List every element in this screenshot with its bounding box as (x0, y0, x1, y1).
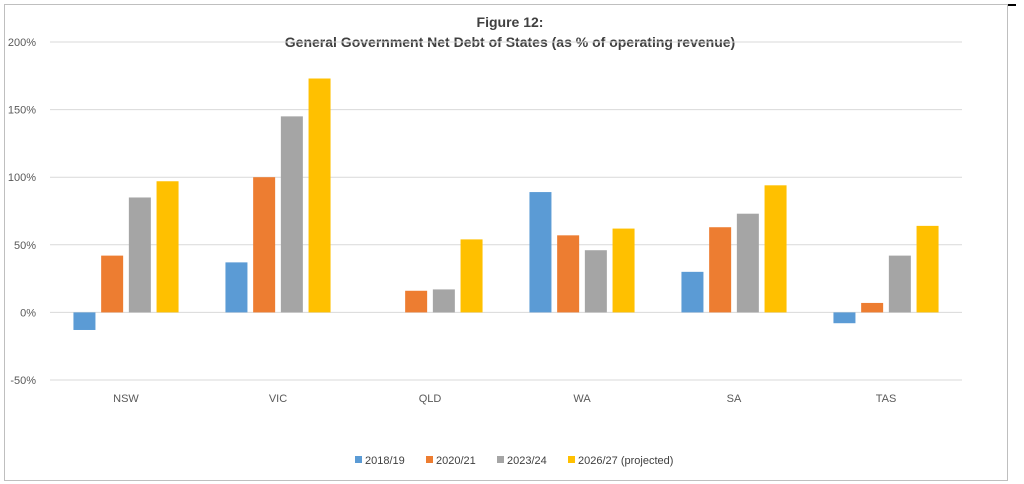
bar-vic-2020-21 (253, 177, 276, 313)
y-tick-label: -50% (10, 375, 36, 387)
corner-mark (1008, 4, 1016, 6)
y-axis-tick-labels: -50% 0% 50% 100% 150% 200% (8, 37, 36, 387)
bar-wa-2026-27-projected (612, 228, 635, 313)
bar-sa-2020-21 (709, 227, 732, 313)
y-tick-label: 200% (8, 37, 36, 49)
bar-sa-2023-24 (736, 213, 759, 313)
bar-sa-2018-19 (681, 271, 704, 313)
legend-label-2023-24: 2023/24 (507, 455, 547, 467)
x-tick-label-tas: TAS (876, 393, 897, 405)
bar-tas-2023-24 (888, 255, 911, 313)
x-tick-label-vic: VIC (269, 393, 287, 405)
x-axis-tick-labels: NSW VIC QLD WA SA TAS (113, 393, 896, 405)
bar-qld-2026-27-projected (460, 239, 483, 313)
bar-vic-2026-27-projected (308, 78, 331, 313)
x-tick-label-qld: QLD (419, 393, 442, 405)
bar-wa-2020-21 (557, 235, 580, 313)
bar-vic-2023-24 (280, 116, 303, 313)
x-tick-label-sa: SA (727, 393, 742, 405)
legend-swatch-2020-21 (426, 456, 433, 463)
bar-tas-2018-19 (833, 312, 856, 324)
bar-qld-2020-21 (405, 290, 428, 313)
chart-title-line1: Figure 12: (476, 14, 544, 30)
bar-qld-2023-24 (432, 289, 455, 313)
y-tick-label: 100% (8, 172, 36, 184)
bars (73, 78, 939, 330)
legend-label-2018-19: 2018/19 (365, 455, 405, 467)
x-tick-label-nsw: NSW (113, 393, 139, 405)
bar-vic-2018-19 (225, 262, 248, 313)
bar-nsw-2026-27-projected (156, 181, 179, 313)
legend-label-2026-27-projected: 2026/27 (projected) (578, 455, 673, 467)
bar-nsw-2020-21 (101, 255, 124, 313)
y-tick-label: 0% (20, 307, 36, 319)
bar-wa-2023-24 (584, 250, 607, 313)
y-tick-label: 50% (14, 240, 36, 252)
bar-tas-2026-27-projected (916, 225, 939, 313)
y-tick-label: 150% (8, 105, 36, 117)
legend-swatch-2023-24 (497, 456, 504, 463)
legend: 2018/19 2020/21 2023/24 2026/27 (projected) (355, 455, 673, 467)
x-tick-label-wa: WA (573, 393, 591, 405)
bar-nsw-2023-24 (128, 197, 151, 313)
gridlines (50, 41, 962, 381)
bar-nsw-2018-19 (73, 312, 96, 330)
legend-swatch-2026-27-projected (568, 456, 575, 463)
bar-sa-2026-27-projected (764, 185, 787, 313)
chart-frame (4, 4, 1008, 481)
bar-wa-2018-19 (529, 192, 552, 313)
legend-label-2020-21: 2020/21 (436, 455, 476, 467)
bar-tas-2020-21 (861, 302, 884, 313)
legend-swatch-2018-19 (355, 456, 362, 463)
